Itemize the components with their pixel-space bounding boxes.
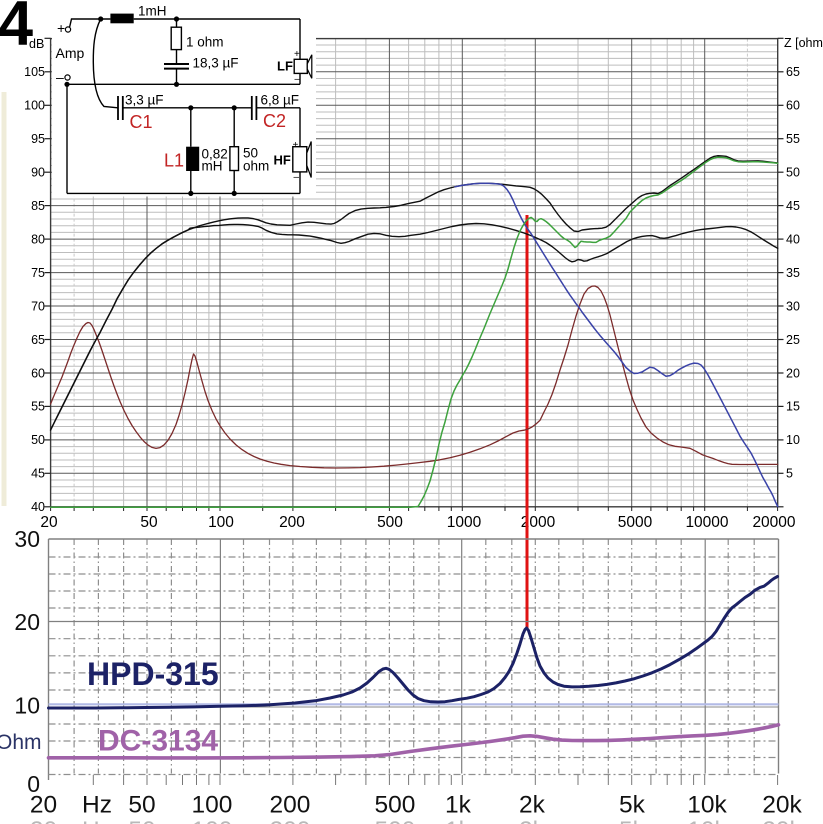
svg-text:20: 20 [14,609,40,635]
svg-text:75: 75 [31,266,45,280]
svg-text:55: 55 [31,400,45,414]
svg-text:50: 50 [128,792,155,819]
svg-text:mH: mH [202,159,223,174]
svg-text:1k: 1k [445,792,472,819]
svg-text:60: 60 [31,366,45,380]
svg-text:100: 100 [192,792,233,819]
svg-text:30: 30 [14,526,40,552]
svg-text:60: 60 [786,99,800,113]
svg-text:100: 100 [24,99,45,113]
svg-text:1 ohm: 1 ohm [186,35,224,50]
svg-text:6,8 µF: 6,8 µF [261,93,300,108]
svg-text:45: 45 [786,199,800,213]
svg-text:Hz: Hz [82,792,112,819]
svg-text:HF: HF [274,153,291,168]
svg-text:30: 30 [786,299,800,313]
svg-text:200: 200 [270,792,311,819]
svg-text:Amp: Amp [56,45,85,61]
svg-text:dB: dB [29,37,44,51]
svg-text:105: 105 [24,65,45,79]
svg-text:65: 65 [786,65,800,79]
svg-text:500: 500 [377,514,403,531]
svg-text:LF: LF [277,59,293,74]
svg-text:50: 50 [243,146,258,161]
svg-text:80: 80 [31,232,45,246]
svg-text:4: 4 [0,0,33,59]
svg-text:10k: 10k [687,792,727,819]
svg-text:L1: L1 [164,151,184,171]
svg-text:Ohm: Ohm [0,731,42,754]
svg-text:1mH: 1mH [138,4,167,19]
svg-text:2k: 2k [519,817,546,824]
svg-text:0: 0 [27,771,40,797]
svg-text:10: 10 [786,433,800,447]
svg-text:15: 15 [786,400,800,414]
svg-text:500: 500 [375,817,416,824]
svg-text:ohm: ohm [243,159,269,174]
svg-text:1k: 1k [445,817,472,824]
svg-text:0,82: 0,82 [202,147,228,162]
svg-text:HPD-315: HPD-315 [87,656,219,692]
svg-text:20000: 20000 [752,514,795,531]
svg-text:50: 50 [786,166,800,180]
svg-text:–: – [294,172,300,183]
svg-text:35: 35 [786,266,800,280]
svg-text:20k: 20k [762,817,802,824]
svg-text:40: 40 [786,232,800,246]
svg-text:2k: 2k [519,792,546,819]
svg-text:1000: 1000 [447,514,482,531]
svg-text:C2: C2 [263,111,286,131]
svg-text:45: 45 [31,467,45,481]
svg-text:65: 65 [31,333,45,347]
svg-text:+: + [294,49,300,60]
svg-text:DC-3134: DC-3134 [98,725,218,758]
svg-text:5000: 5000 [618,514,653,531]
svg-text:40: 40 [31,500,45,514]
svg-text:C1: C1 [130,112,153,132]
svg-text:–: – [295,74,301,85]
svg-text:200: 200 [279,514,305,531]
svg-text:+: + [293,140,299,151]
svg-text:10000: 10000 [685,514,728,531]
svg-text:5: 5 [786,467,793,481]
svg-text:–: – [56,69,64,85]
svg-text:20k: 20k [762,792,802,819]
svg-text:20: 20 [40,514,58,531]
svg-text:100: 100 [192,817,233,824]
svg-text:20: 20 [786,366,800,380]
svg-text:5k: 5k [619,817,646,824]
svg-text:90: 90 [31,166,45,180]
svg-text:100: 100 [208,514,234,531]
svg-text:85: 85 [31,199,45,213]
svg-text:500: 500 [375,792,416,819]
svg-text:20: 20 [30,792,57,819]
svg-text:20: 20 [30,817,57,824]
svg-text:10k: 10k [687,817,727,824]
svg-text:2000: 2000 [521,514,556,531]
svg-text:200: 200 [270,817,311,824]
svg-text:50: 50 [31,433,45,447]
svg-text:Hz: Hz [82,817,112,824]
svg-text:25: 25 [786,333,800,347]
svg-text:50: 50 [128,817,155,824]
svg-text:55: 55 [786,132,800,146]
svg-text:50: 50 [140,514,158,531]
svg-text:10: 10 [14,693,40,719]
svg-text:70: 70 [31,299,45,313]
svg-text:+: + [57,20,65,36]
svg-text:18,3 µF: 18,3 µF [193,56,239,71]
svg-text:Z [ohm]: Z [ohm] [784,36,823,50]
svg-text:3,3 µF: 3,3 µF [125,93,164,108]
svg-text:95: 95 [31,132,45,146]
svg-text:5k: 5k [619,792,646,819]
